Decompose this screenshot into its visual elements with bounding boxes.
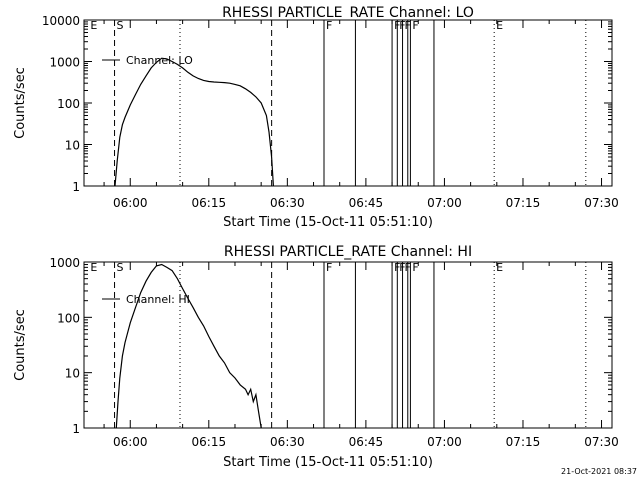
legend-label: Channel: HI: [126, 293, 190, 306]
series-line: [114, 57, 274, 187]
x-tick-label: 06:15: [192, 435, 227, 449]
event-marker-label: S: [117, 261, 124, 274]
x-tick-label: 06:30: [270, 435, 305, 449]
x-tick-label: 06:45: [349, 435, 384, 449]
event-marker-label: F: [412, 19, 418, 32]
y-tick-label: 10: [65, 139, 80, 153]
y-tick-label: 10000: [42, 14, 80, 28]
x-tick-label: 06:30: [270, 196, 305, 210]
event-marker-label: F: [326, 19, 332, 32]
event-marker-label: E: [90, 19, 97, 32]
x-tick-label: 07:00: [427, 435, 462, 449]
y-axis-label: Counts/sec: [13, 67, 28, 139]
event-marker-label: F: [412, 261, 418, 274]
panel-lo-channel: RHESSI PARTICLE_RATE Channel: LO 1 10 100 10…: [13, 5, 619, 230]
x-tick-label: 07:30: [584, 435, 619, 449]
event-marker-label: F: [326, 261, 332, 274]
legend-label: Channel: LO: [126, 54, 193, 67]
series-line: [115, 263, 262, 429]
plot-frame: [83, 261, 613, 429]
footer-timestamp: 21-Oct-2021 08:37: [561, 467, 637, 476]
y-tick-label: 100: [57, 97, 80, 111]
plot-frame: [83, 19, 613, 187]
y-tick-label: 1: [72, 180, 80, 194]
x-tick-label: 07:15: [506, 435, 541, 449]
x-tick-label: 07:30: [584, 196, 619, 210]
y-tick-label: 1000: [49, 256, 80, 270]
x-tick-label: 06:00: [113, 435, 148, 449]
x-axis-label: Start Time (15-Oct-11 05:51:10): [223, 455, 433, 470]
x-tick-label: 06:00: [113, 196, 148, 210]
panel-hi-channel: RHESSI PARTICLE_RATE Channel: HI 1 10 100 10…: [13, 244, 619, 470]
x-tick-label: 07:15: [506, 196, 541, 210]
y-axis-label: Counts/sec: [13, 309, 28, 381]
chart-title: RHESSI PARTICLE_RATE Channel: LO: [222, 5, 474, 21]
x-tick-label: 07:00: [427, 196, 462, 210]
event-marker-label: E: [496, 261, 503, 274]
event-marker-label: S: [117, 19, 124, 32]
chart-title: RHESSI PARTICLE_RATE Channel: HI: [224, 244, 472, 260]
y-tick-label: 1000: [49, 56, 80, 70]
x-tick-label: 06:15: [192, 196, 227, 210]
x-tick-label: 06:45: [349, 196, 384, 210]
event-marker-label: E: [496, 19, 503, 32]
x-axis-label: Start Time (15-Oct-11 05:51:10): [223, 215, 433, 230]
y-tick-label: 100: [57, 311, 80, 325]
event-marker-label: E: [90, 261, 97, 274]
y-tick-label: 1: [72, 422, 80, 436]
y-tick-label: 10: [65, 367, 80, 381]
